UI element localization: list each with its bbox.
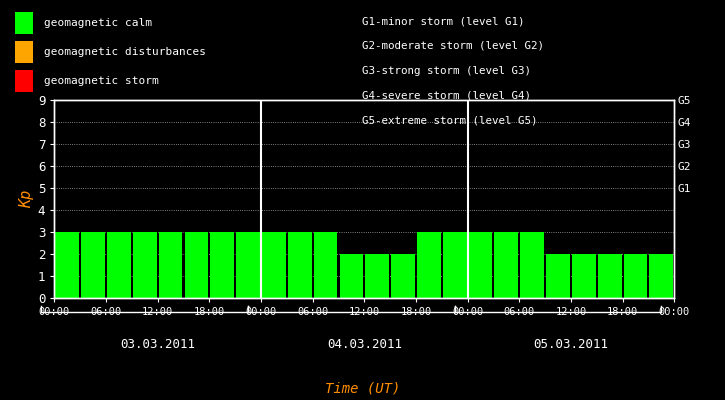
Bar	[494, 232, 518, 298]
Bar	[468, 232, 492, 298]
Bar	[624, 254, 647, 298]
Text: G5-extreme storm (level G5): G5-extreme storm (level G5)	[362, 115, 538, 125]
Bar	[365, 254, 389, 298]
Bar	[314, 232, 337, 298]
Bar	[650, 254, 674, 298]
Text: G3-strong storm (level G3): G3-strong storm (level G3)	[362, 66, 531, 76]
Bar	[572, 254, 596, 298]
Bar	[159, 232, 183, 298]
Text: geomagnetic disturbances: geomagnetic disturbances	[44, 47, 205, 57]
Bar	[185, 232, 208, 298]
Bar	[521, 232, 544, 298]
Bar	[262, 232, 286, 298]
Text: 03.03.2011: 03.03.2011	[120, 338, 195, 351]
Bar	[107, 232, 130, 298]
Bar	[210, 232, 234, 298]
Y-axis label: Kp: Kp	[19, 190, 33, 208]
Bar	[236, 232, 260, 298]
Bar	[81, 232, 105, 298]
Bar	[339, 254, 363, 298]
Bar	[133, 232, 157, 298]
Bar	[55, 232, 79, 298]
Text: G1-minor storm (level G1): G1-minor storm (level G1)	[362, 16, 525, 26]
Text: G4-severe storm (level G4): G4-severe storm (level G4)	[362, 90, 531, 100]
Bar	[546, 254, 570, 298]
Bar	[443, 232, 467, 298]
Text: geomagnetic storm: geomagnetic storm	[44, 76, 158, 86]
Text: G2-moderate storm (level G2): G2-moderate storm (level G2)	[362, 41, 544, 51]
Text: 04.03.2011: 04.03.2011	[327, 338, 402, 351]
Bar	[392, 254, 415, 298]
Bar	[417, 232, 441, 298]
Text: Time (UT): Time (UT)	[325, 382, 400, 396]
Text: geomagnetic calm: geomagnetic calm	[44, 18, 152, 28]
Bar	[598, 254, 621, 298]
Text: 05.03.2011: 05.03.2011	[534, 338, 608, 351]
Bar	[288, 232, 312, 298]
